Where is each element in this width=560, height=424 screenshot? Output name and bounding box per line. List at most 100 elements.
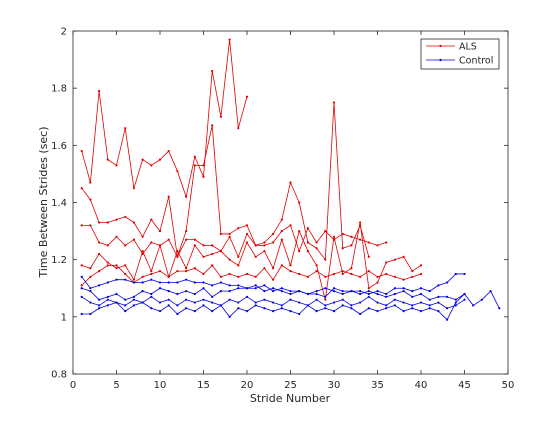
data-point xyxy=(211,284,214,287)
data-point xyxy=(98,241,101,244)
data-point xyxy=(167,281,170,284)
data-point xyxy=(254,301,257,304)
data-point xyxy=(185,278,188,281)
data-point xyxy=(332,310,336,313)
data-point xyxy=(280,290,283,293)
data-point xyxy=(437,301,440,304)
data-point xyxy=(341,292,344,296)
data-point xyxy=(263,290,266,293)
data-point xyxy=(359,312,362,316)
data-point xyxy=(289,298,292,301)
data-point xyxy=(359,292,362,296)
data-point xyxy=(245,232,249,236)
data-point xyxy=(115,278,118,281)
x-tick-label: 20 xyxy=(241,380,254,391)
data-point xyxy=(185,307,188,310)
data-point xyxy=(332,287,336,290)
data-point xyxy=(332,101,336,104)
data-point xyxy=(80,284,83,287)
data-point xyxy=(306,249,309,253)
data-point xyxy=(341,304,344,307)
data-point xyxy=(158,158,162,161)
data-point xyxy=(402,278,405,281)
data-point xyxy=(80,275,83,278)
data-point xyxy=(411,270,414,273)
data-point xyxy=(185,270,188,273)
legend-als-marker xyxy=(439,44,442,48)
data-point xyxy=(176,281,179,284)
data-point xyxy=(263,244,266,247)
data-point xyxy=(254,255,257,258)
data-point xyxy=(211,69,214,73)
data-point xyxy=(315,270,318,273)
data-point xyxy=(237,275,240,278)
data-point xyxy=(332,235,336,238)
series-als-5 xyxy=(80,264,423,287)
series-control-9 xyxy=(80,290,501,321)
data-point xyxy=(446,281,449,284)
series-line xyxy=(81,224,387,258)
data-point xyxy=(98,307,101,310)
x-tick-label: 15 xyxy=(197,380,210,391)
data-point xyxy=(367,241,370,244)
data-point xyxy=(298,312,301,316)
x-tick-label: 45 xyxy=(458,380,471,391)
y-tick-label: 1 xyxy=(61,312,67,323)
data-point xyxy=(359,221,362,224)
data-point xyxy=(115,164,118,167)
data-point xyxy=(219,290,222,293)
data-point xyxy=(228,258,231,261)
data-point xyxy=(263,284,266,287)
data-point xyxy=(498,307,501,310)
x-tick-label: 0 xyxy=(70,380,76,391)
data-point xyxy=(193,292,196,296)
data-point xyxy=(393,258,396,261)
data-point xyxy=(411,307,414,310)
data-point xyxy=(132,298,135,301)
data-point xyxy=(202,175,205,178)
series-als-2 xyxy=(80,101,370,261)
data-point xyxy=(315,241,318,244)
data-point xyxy=(167,275,170,278)
data-point xyxy=(106,295,109,298)
x-tick-label: 50 xyxy=(502,380,515,391)
data-point xyxy=(132,281,135,284)
data-point xyxy=(98,270,101,273)
data-point xyxy=(89,198,92,201)
data-point xyxy=(315,264,318,267)
x-tick-label: 10 xyxy=(154,380,167,391)
data-point xyxy=(298,272,301,276)
data-point xyxy=(298,249,301,253)
data-point xyxy=(385,261,388,264)
data-point xyxy=(393,304,396,307)
data-point xyxy=(106,158,109,161)
data-point xyxy=(237,127,240,130)
data-point xyxy=(298,301,301,304)
data-point xyxy=(419,287,423,290)
data-point xyxy=(324,229,327,233)
data-point xyxy=(124,278,127,281)
data-point xyxy=(98,284,101,287)
data-point xyxy=(272,267,275,270)
data-point xyxy=(158,281,162,284)
data-point xyxy=(106,261,109,264)
data-point xyxy=(202,272,205,276)
data-point xyxy=(306,292,309,296)
data-point xyxy=(185,229,188,233)
data-point xyxy=(219,232,222,236)
data-point xyxy=(228,235,231,238)
data-point xyxy=(141,281,144,284)
data-point xyxy=(315,310,318,313)
data-point xyxy=(89,287,92,290)
data-point xyxy=(446,295,449,298)
data-point xyxy=(124,298,127,301)
series-als-4 xyxy=(80,221,423,301)
data-point xyxy=(419,264,423,267)
data-point xyxy=(237,287,240,290)
data-point xyxy=(367,290,370,293)
data-point xyxy=(402,290,405,293)
data-point xyxy=(245,272,249,276)
legend-box xyxy=(420,38,500,70)
data-point xyxy=(211,252,214,256)
